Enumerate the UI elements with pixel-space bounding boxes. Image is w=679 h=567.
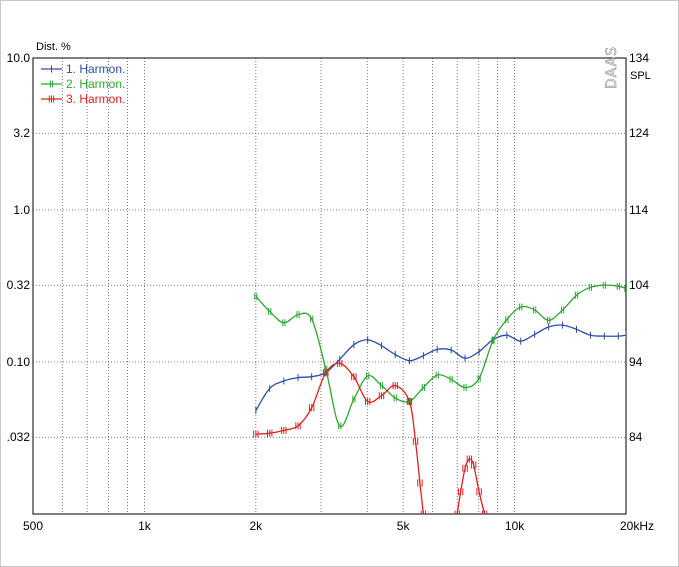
x-tick-label: 1k — [138, 519, 152, 533]
legend-item-3-label: 3. Harmon. — [66, 92, 125, 106]
y2-tick-label: 94 — [629, 355, 643, 369]
x-tick-label: 5k — [397, 519, 411, 533]
y2-tick-label: 134 — [629, 51, 649, 65]
series-1-line — [255, 324, 626, 411]
x-tick-label: 10k — [505, 519, 525, 533]
series-1-group — [255, 321, 626, 414]
x-tick-label: 500 — [23, 519, 43, 533]
y-tick-label: 3.2 — [13, 126, 30, 140]
y2-tick-label: 114 — [629, 203, 648, 217]
series-3-line — [255, 362, 425, 514]
legend-item-2-label: 2. Harmon. — [66, 77, 125, 91]
x-tick-label: 20kHz — [620, 519, 654, 533]
y2-tick-label: 84 — [629, 430, 643, 444]
y-tick-label: .032 — [7, 430, 31, 444]
grid-lines — [33, 58, 626, 514]
tick-labels: 500 1k 2k 5k 10k 20kHz 10.0 3.2 1.0 0.32 0.10 .032 1… — [7, 51, 654, 533]
series-layer — [253, 281, 626, 514]
y-tick-label: 10.0 — [7, 51, 31, 65]
series-2-group — [254, 281, 626, 430]
y2-tick-label: 124 — [629, 126, 649, 140]
y2-tick-label: 104 — [629, 278, 649, 292]
series-3-group — [253, 359, 488, 514]
x-tick-label: 2k — [250, 519, 264, 533]
y-tick-label: 0.10 — [7, 355, 31, 369]
series-2-line — [255, 284, 626, 428]
daas-watermark: DAAS — [604, 46, 620, 89]
plot-border — [32, 57, 627, 515]
legend: 1. Harmon.2. Harmon.3. Harmon. — [41, 62, 125, 106]
legend-item-1-label: 1. Harmon. — [66, 62, 125, 76]
left-axis-unit: Dist. % — [36, 41, 71, 53]
y-tick-label: 0.32 — [7, 278, 31, 292]
y-tick-label: 1.0 — [13, 203, 30, 217]
right-axis-unit: SPL — [630, 70, 651, 82]
